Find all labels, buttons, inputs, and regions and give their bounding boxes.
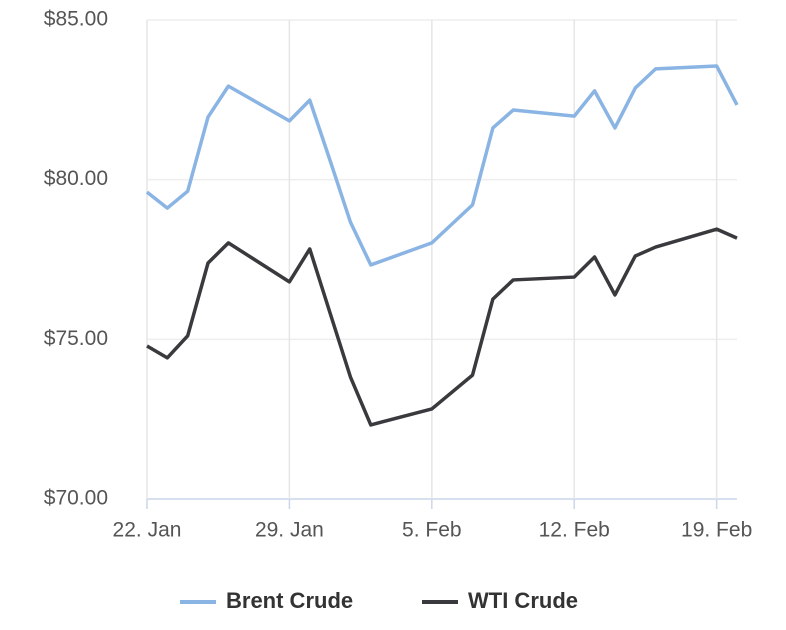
x-tick-label: 5. Feb <box>402 519 462 542</box>
y-tick-label: $70.00 <box>44 487 108 510</box>
line <box>145 64 739 267</box>
y-tick-label: $80.00 <box>44 167 108 190</box>
line <box>146 227 738 427</box>
x-tick-label: 29. Jan <box>255 519 324 542</box>
legend-label: Brent Crude <box>226 588 353 613</box>
legend-label: WTI Crude <box>468 588 578 613</box>
y-tick-label: $85.00 <box>44 8 108 31</box>
x-tick-label: 22. Jan <box>113 519 182 542</box>
x-tick-label: 12. Feb <box>539 519 610 542</box>
y-tick-label: $75.00 <box>44 327 108 350</box>
x-tick-label: 19. Feb <box>681 519 752 542</box>
